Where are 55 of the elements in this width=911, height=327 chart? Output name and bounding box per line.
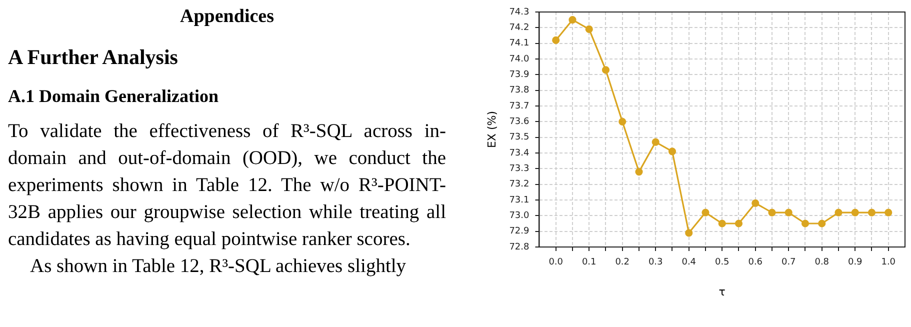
x-tick-label: 0.1 (582, 258, 596, 268)
text: A Further Analysis (8, 44, 179, 70)
x-tick-label: 0.7 (781, 258, 796, 268)
text: As shown in Table 12, R³-SQL achieves slightly (29, 255, 408, 279)
x-axis-title: τ (718, 285, 726, 298)
y-tick-label: 73.1 (509, 195, 530, 206)
x-tick-label: 0.3 (648, 258, 663, 268)
x-tick-label: 0.9 (848, 258, 863, 268)
point (784, 208, 792, 216)
point (668, 148, 676, 156)
point (568, 16, 576, 24)
point (868, 208, 876, 216)
x-tick-label: 0.4 (682, 258, 696, 268)
y-tick-label: 72.8 (509, 242, 530, 252)
y-tick-label: 74.1 (509, 38, 530, 49)
y-tick-label: 73.8 (509, 86, 530, 96)
point (818, 220, 826, 228)
point (834, 208, 842, 216)
y-tick-label: 73.9 (509, 70, 530, 80)
x-tick-label: 0.5 (714, 258, 730, 268)
y-tick-label: 72.9 (509, 226, 530, 237)
point (718, 220, 726, 228)
y-tick-label: 73.5 (509, 132, 530, 143)
point (734, 220, 743, 228)
text: To validate the effectiveness of R³-SQL across in-domain and out-of-domain (OOD), we conduct the experiments shown in Table 12. The w/o R³-POINT-32B applies our groupwise selection while treating all candidates as having equal pointwise ranker scores. (8, 120, 446, 252)
point (652, 138, 660, 146)
y-tick-label: 73.6 (509, 117, 530, 128)
point (801, 220, 810, 228)
x-tick-label: 1.0 (881, 258, 896, 268)
point (702, 208, 710, 216)
y-tick-label: 73.0 (509, 211, 530, 222)
point (851, 208, 859, 216)
point (884, 208, 892, 216)
y-tick-label: 74.3 (509, 7, 530, 18)
x-tick-label: 0.0 (548, 258, 564, 268)
y-tick-label: 74.0 (509, 54, 530, 64)
point (768, 208, 776, 216)
point (635, 168, 643, 176)
point (752, 199, 760, 207)
y-tick-label: 73.3 (509, 164, 530, 174)
point (685, 229, 693, 237)
y-tick-label: 73.4 (509, 148, 530, 158)
y-tick-label: 73.7 (509, 101, 530, 112)
y-tick-label: 73.2 (509, 180, 530, 190)
text: Appendices (179, 5, 275, 29)
y-tick-label: 74.2 (509, 23, 530, 34)
x-tick-label: 0.8 (814, 258, 830, 268)
point (618, 118, 626, 126)
y-axis-title: EX (%) (485, 110, 498, 148)
point (552, 36, 560, 44)
x-tick-label: 0.2 (615, 258, 630, 268)
point (602, 66, 610, 74)
text: A.1 Domain Generalization (8, 85, 220, 108)
point (585, 25, 593, 34)
x-tick-label: 0.6 (748, 258, 763, 268)
